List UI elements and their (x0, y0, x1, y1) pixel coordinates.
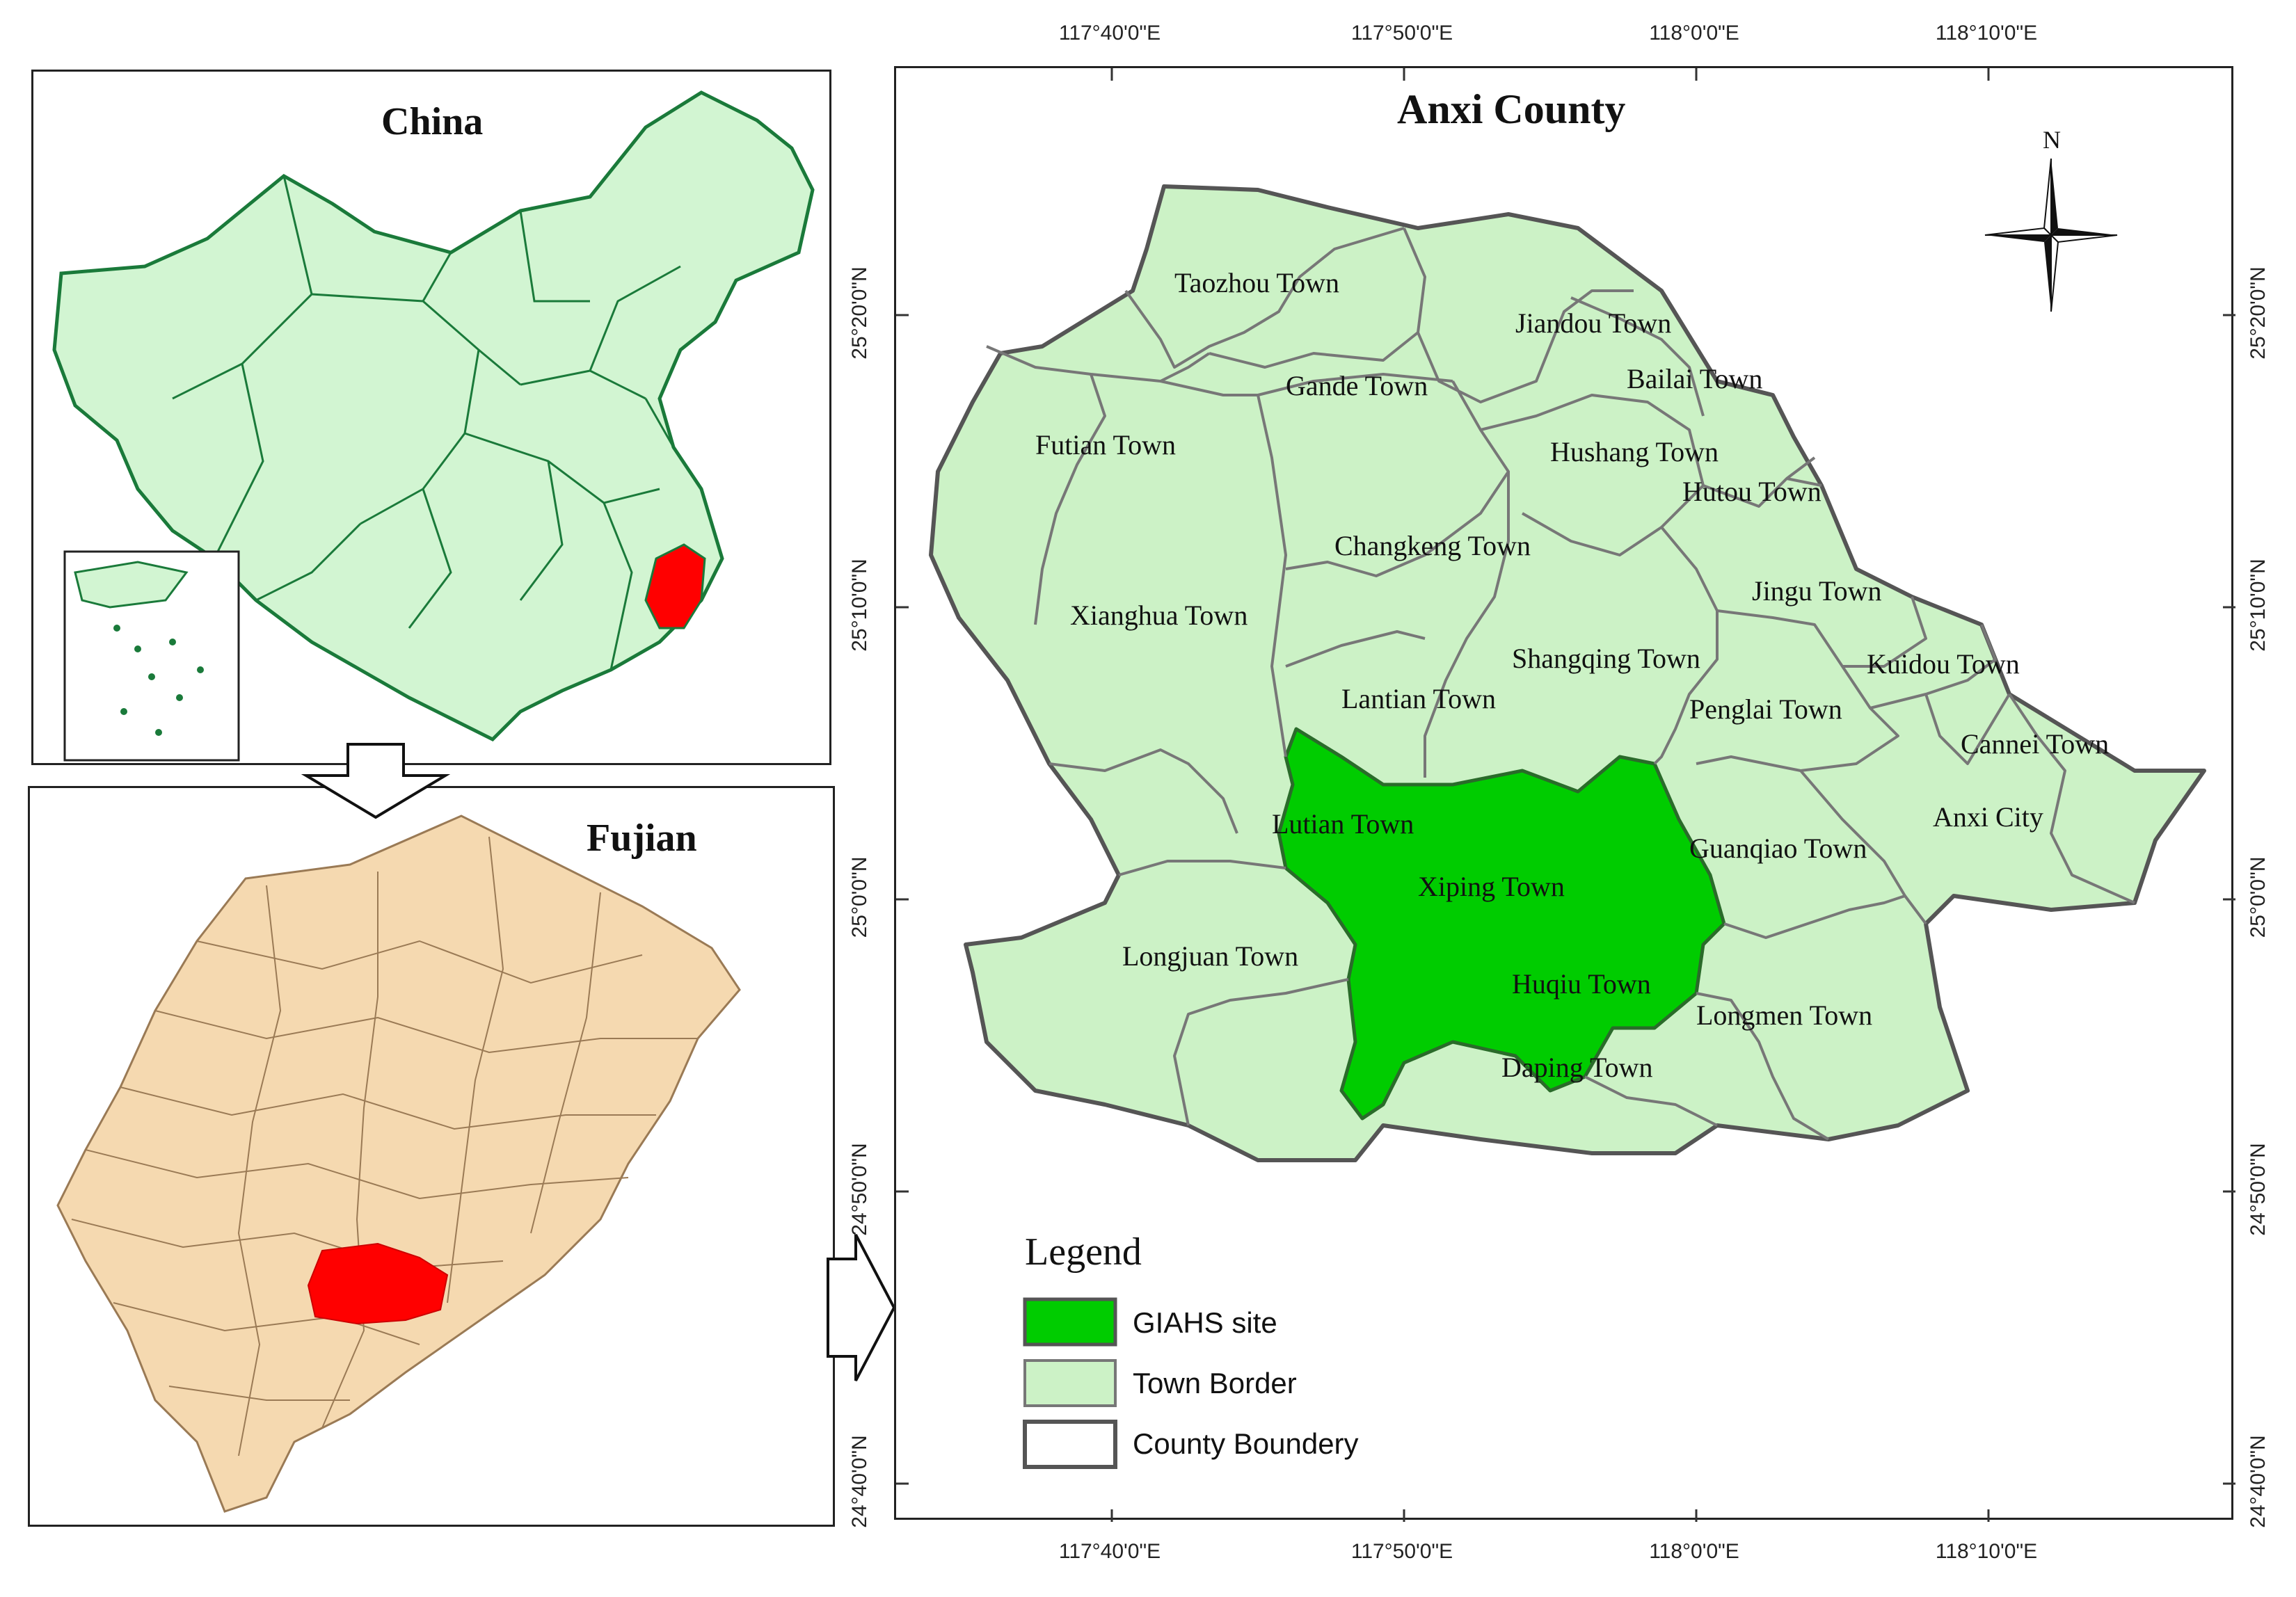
town-label: Jiandou Town (1515, 307, 1671, 339)
fujian-map (56, 814, 741, 1513)
lat-tick-label: 25°20'0"N (2247, 266, 2270, 359)
fujian-inset-panel: Fujian (28, 786, 835, 1527)
town-label: Xiping Town (1418, 871, 1565, 902)
town-label: Kuidou Town (1867, 648, 2020, 680)
town-label: Changkeng Town (1334, 530, 1531, 561)
fujian-county-borders (71, 836, 698, 1456)
legend-title: Legend (1025, 1230, 1142, 1274)
town-label: Jingu Town (1752, 575, 1881, 607)
map-legend: Legend GIAHS site Town Border County Bou… (1023, 1230, 1359, 1469)
north-arrow-icon: N (1984, 126, 2118, 312)
china-panel-title: China (381, 100, 484, 143)
fujian-highlight-china (644, 543, 706, 629)
legend-town-swatch (1023, 1359, 1117, 1407)
giahs-site-region (1277, 727, 1726, 1121)
town-label: Penglai Town (1689, 693, 1842, 725)
town-label: Daping Town (1501, 1052, 1653, 1083)
china-province-borders (172, 175, 681, 671)
graticule-ticks (896, 68, 2235, 1522)
lon-tick-label: 117°40'0"E (1059, 22, 1161, 45)
china-map (52, 90, 815, 762)
lon-tick-label: 117°50'0"E (1351, 1540, 1453, 1563)
china-inset-panel: China (31, 70, 831, 765)
lat-tick-label: 24°50'0"N (2247, 1143, 2270, 1235)
fujian-panel-title: Fujian (587, 817, 697, 860)
town-label: Guanqiao Town (1689, 833, 1867, 864)
legend-giahs-swatch (1023, 1297, 1117, 1347)
lat-tick-label: 25°20'0"N (848, 266, 871, 359)
town-label: Bailai Town (1627, 363, 1762, 394)
lon-tick-label: 118°10'0"E (1936, 1540, 2037, 1563)
lat-tick-label: 25°0'0"N (2247, 857, 2270, 938)
town-label: Futian Town (1035, 429, 1176, 460)
town-labels: Taozhou Town Jiandou Town Bailai Town Ga… (1035, 267, 2109, 1083)
lat-tick-label: 24°40'0"N (2247, 1435, 2270, 1527)
south-china-sea-islands (74, 561, 204, 736)
anxi-county-panel: Anxi County (894, 66, 2235, 1522)
town-label: Hutou Town (1682, 476, 1821, 507)
town-label: Longjuan Town (1122, 940, 1298, 972)
anxi-county-map: Taozhou Town Jiandou Town Bailai Town Ga… (896, 68, 2235, 1522)
town-label: Huqiu Town (1512, 968, 1651, 1000)
town-borders (986, 227, 2135, 1141)
town-label: Hushang Town (1550, 436, 1719, 467)
town-label: Lutian Town (1272, 808, 1414, 840)
anxi-panel-title: Anxi County (1397, 86, 1626, 132)
lat-tick-label: 24°50'0"N (848, 1143, 871, 1235)
lon-tick-label: 118°10'0"E (1936, 22, 2037, 45)
town-label: Cannei Town (1961, 728, 2109, 760)
town-label: Taozhou Town (1174, 267, 1339, 298)
town-label: Gande Town (1286, 370, 1428, 401)
town-label: Xianghua Town (1070, 600, 1247, 631)
lat-tick-label: 24°40'0"N (848, 1435, 871, 1527)
town-label: Shangqing Town (1512, 643, 1700, 674)
lat-tick-label: 25°0'0"N (848, 857, 871, 938)
anxi-highlight-fujian (307, 1242, 449, 1325)
legend-county-label: County Boundery (1133, 1427, 1359, 1460)
lon-tick-label: 117°50'0"E (1351, 22, 1453, 45)
fujian-outline (56, 814, 741, 1513)
lon-tick-label: 118°0'0"E (1649, 1540, 1739, 1563)
town-label: Anxi City (1933, 801, 2043, 833)
legend-town-label: Town Border (1133, 1367, 1297, 1399)
town-label: Lantian Town (1341, 683, 1496, 714)
lon-tick-label: 117°40'0"E (1059, 1540, 1161, 1563)
lat-tick-label: 25°10'0"N (848, 559, 871, 651)
legend-giahs-label: GIAHS site (1133, 1306, 1277, 1339)
lon-tick-label: 118°0'0"E (1649, 22, 1739, 45)
legend-county-swatch (1023, 1420, 1117, 1469)
lat-tick-label: 25°10'0"N (2247, 559, 2270, 651)
town-label: Longmen Town (1696, 1000, 1872, 1031)
north-label: N (2043, 126, 2061, 154)
